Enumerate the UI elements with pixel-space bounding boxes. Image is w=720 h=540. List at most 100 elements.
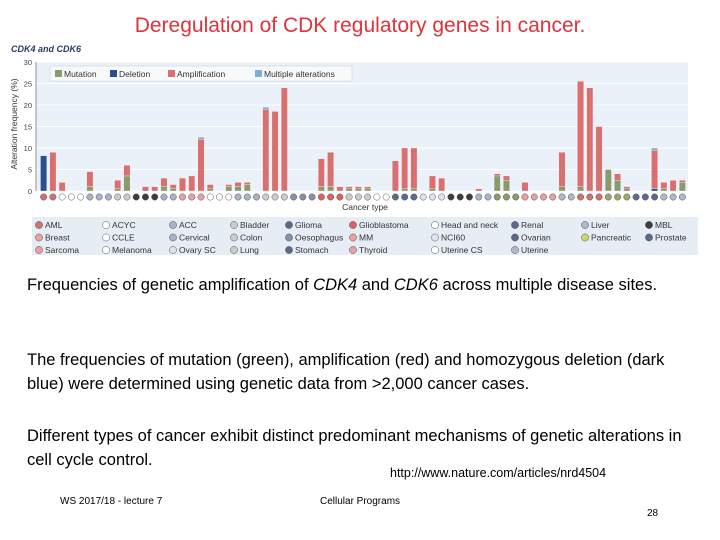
bar-amp — [86, 171, 94, 187]
marker-legend-symbol — [431, 233, 439, 242]
cancer-type-marker — [216, 193, 223, 201]
marker-legend-label: Stomach — [295, 245, 329, 255]
cancer-type-marker — [540, 193, 547, 201]
bar-mut — [493, 175, 501, 192]
marker-legend-label: Uterine — [521, 245, 549, 255]
bar-amp — [392, 160, 399, 192]
cancer-type-marker — [558, 193, 566, 201]
marker-legend-symbol — [230, 233, 238, 242]
bar-mut — [364, 188, 371, 192]
y-tick-label: 25 — [24, 80, 32, 89]
bar-amp — [595, 126, 603, 192]
cancer-type-marker — [493, 193, 501, 201]
cancer-type-marker — [188, 193, 196, 201]
marker-legend-label: Head and neck — [441, 220, 499, 230]
bar-mut — [679, 182, 686, 192]
gene-cdk4: CDK4 — [313, 276, 358, 294]
legend-swatch — [110, 70, 117, 77]
marker-legend-label: MBL — [655, 220, 673, 230]
marker-legend-symbol — [511, 221, 519, 229]
y-tick-label: 5 — [28, 166, 32, 175]
cancer-type-marker — [456, 193, 464, 201]
marker-legend-symbol — [102, 233, 110, 242]
bar-multi — [262, 107, 270, 110]
legend-label: Mutation — [64, 69, 97, 79]
marker-legend-symbol — [230, 246, 238, 254]
marker-legend-label: Renal — [521, 220, 543, 230]
bar-amp — [401, 147, 408, 189]
bar-amp — [336, 186, 344, 192]
marker-legend-symbol — [581, 233, 589, 242]
cancer-type-marker — [669, 193, 677, 201]
footer-course: Cellular Programs — [320, 496, 401, 507]
bar-amp — [577, 81, 584, 187]
cancer-type-marker — [641, 193, 649, 201]
marker-legend-symbol — [35, 221, 43, 229]
marker-legend-symbol — [285, 221, 293, 229]
marker-legend-symbol — [285, 246, 293, 254]
bar-amp — [206, 184, 214, 190]
cancer-type-marker — [438, 193, 446, 201]
cancer-type-marker — [317, 193, 325, 201]
cancer-type-marker — [280, 193, 288, 201]
marker-legend-label: Ovary SC — [179, 245, 216, 255]
bar-mut — [345, 188, 353, 192]
bar-mut — [355, 188, 362, 192]
series-legend: Mutation Deletion Amplification Multiple al… — [49, 65, 353, 82]
cancer-type-marker — [632, 193, 640, 201]
bar-amp — [179, 177, 186, 192]
marker-legend-symbol — [349, 233, 357, 242]
cancer-type-marker — [577, 193, 584, 201]
bar-mut — [318, 186, 325, 192]
bar-amp — [493, 173, 501, 177]
y-tick-label: 30 — [24, 58, 32, 67]
bar-mut — [410, 188, 418, 192]
bar-mut — [660, 188, 668, 192]
bar-del — [40, 155, 47, 192]
bar-amp — [438, 177, 445, 192]
bar-mut — [401, 188, 408, 192]
marker-legend-label: Thyroid — [359, 245, 388, 255]
cancer-type-marker — [114, 193, 122, 201]
legend-box — [49, 65, 353, 82]
para1-text-b: and — [357, 276, 394, 294]
bar-mut — [243, 184, 251, 192]
footer-lecture: WS 2017/18 - lecture 7 — [60, 496, 163, 507]
cancer-type-marker — [651, 193, 659, 201]
cancer-type-marker — [345, 193, 353, 201]
bar-mut — [225, 186, 233, 192]
cancer-type-marker — [373, 193, 381, 201]
bar-mut — [206, 188, 214, 192]
cancer-type-marker — [475, 193, 483, 201]
cancer-type-marker — [225, 193, 233, 201]
y-axis-label: Alteration frequency (%) — [9, 78, 19, 169]
cancer-type-marker — [49, 193, 57, 201]
marker-legend-label: Ovarian — [521, 233, 551, 243]
bar-amp — [234, 182, 242, 187]
bar-amp — [364, 186, 371, 189]
legend-swatch — [255, 70, 262, 77]
marker-legend-label: Liver — [591, 220, 610, 230]
bar-amp — [243, 182, 251, 185]
legend-label: Deletion — [119, 69, 150, 79]
cancer-type-marker — [428, 193, 436, 201]
bar-mut — [623, 188, 631, 192]
marker-legend-symbol — [645, 233, 653, 242]
marker-legend-label: ACC — [179, 220, 197, 230]
cancer-type-marker — [336, 193, 344, 201]
cancer-type-marker — [614, 193, 622, 201]
bar-amp — [262, 109, 270, 192]
marker-legend-symbol — [169, 246, 177, 254]
alteration-frequency-chart: CDK4 and CDK6 0 5 10 15 20 25 30 Alteration fr… — [8, 42, 700, 257]
cancer-type-marker — [595, 193, 603, 201]
bar-amp — [558, 152, 566, 187]
bar-amp — [475, 188, 483, 192]
bar-mut — [503, 180, 510, 192]
marker-legend-symbol — [169, 233, 177, 242]
bar-del — [651, 188, 658, 192]
marker-legend-symbol — [431, 221, 439, 229]
marker-legend-symbol — [102, 221, 110, 229]
paragraph-frequencies: Frequencies of genetic amplification of … — [27, 273, 692, 297]
cancer-type-marker — [382, 193, 390, 201]
cancer-type-marker — [503, 193, 510, 201]
